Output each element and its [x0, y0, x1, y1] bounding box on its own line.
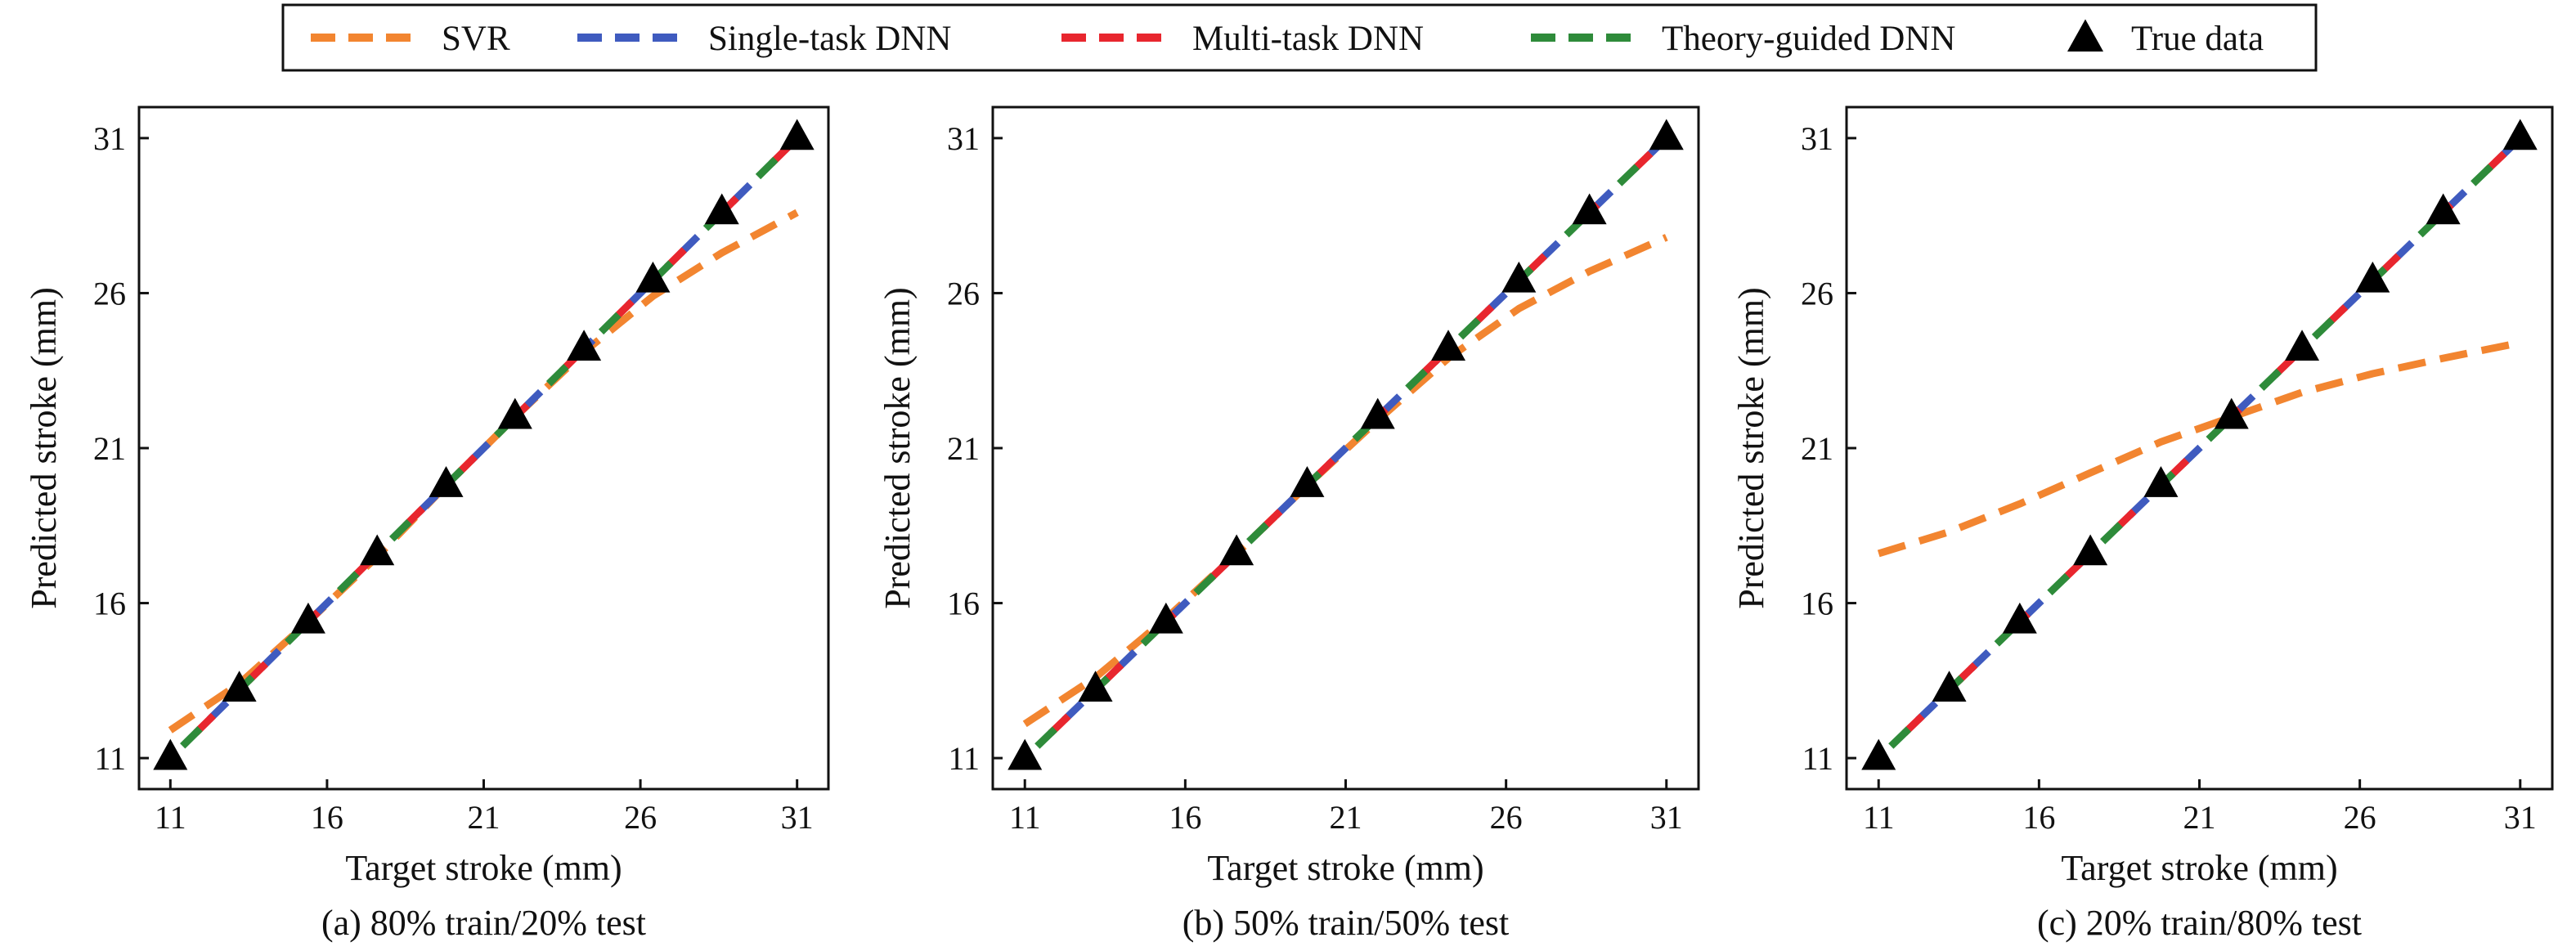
data-point-true-data — [779, 119, 815, 150]
x-tick-label: 16 — [1169, 799, 1201, 836]
y-tick-label: 31 — [1801, 120, 1833, 157]
data-point-true-data — [635, 261, 671, 293]
x-axis-label: Target stroke (mm) — [345, 848, 622, 888]
x-tick-label: 21 — [468, 799, 500, 836]
y-tick-label: 16 — [1801, 585, 1833, 622]
legend-label: Single-task DNN — [708, 20, 951, 58]
x-tick-label: 11 — [155, 799, 186, 836]
data-point-true-data — [1861, 738, 1896, 770]
data-point-true-data — [1501, 261, 1537, 293]
y-tick-label: 11 — [1802, 740, 1833, 777]
legend-item-true-data: True data — [2067, 19, 2264, 58]
series-line-single-task-dnn — [1876, 135, 2523, 761]
data-point-true-data — [2426, 193, 2461, 225]
legend-item-svr: SVR — [311, 20, 510, 58]
data-point-true-data — [290, 602, 325, 634]
y-tick-label: 16 — [947, 585, 980, 622]
x-axis-label: Target stroke (mm) — [2061, 848, 2337, 888]
panel-caption: (b) 50% train/50% test — [1183, 903, 1510, 943]
data-point-true-data — [1572, 193, 1607, 225]
y-axis-label: Predicted stroke (mm) — [24, 287, 64, 608]
data-point-true-data — [222, 671, 257, 702]
data-point-true-data — [2214, 397, 2249, 429]
data-point-true-data — [1431, 330, 1466, 361]
y-tick-label: 26 — [93, 275, 126, 312]
y-tick-label: 26 — [947, 275, 980, 312]
x-tick-label: 16 — [2022, 799, 2055, 836]
data-point-true-data — [1932, 671, 1967, 702]
data-point-true-data — [1078, 671, 1113, 702]
series-line-single-task-dnn — [1022, 135, 1669, 761]
y-tick-label: 31 — [93, 120, 126, 157]
data-point-true-data — [2143, 466, 2179, 497]
y-tick-label: 26 — [1801, 275, 1833, 312]
data-point-true-data — [429, 466, 464, 497]
y-axis-label: Predicted stroke (mm) — [877, 287, 918, 608]
legend: SVR Single-task DNN Multi-task DNN Theory-g… — [281, 3, 2318, 72]
data-point-true-data — [1360, 397, 1395, 429]
chart-panel-2: 11 16 21 26 31 11 16 21 26 31 Target stroke (mm) Pr… — [877, 105, 1700, 943]
legend-label: True data — [2131, 20, 2264, 58]
panel-caption: (c) 20% train/80% test — [2037, 903, 2362, 943]
data-point-true-data — [497, 397, 532, 429]
x-tick-label: 26 — [624, 799, 657, 836]
data-point-true-data — [2502, 119, 2538, 150]
legend-item-multi-task-dnn: Multi-task DNN — [1061, 20, 1424, 58]
x-tick-label: 26 — [1490, 799, 1523, 836]
legend-label: Multi-task DNN — [1192, 20, 1424, 58]
legend-label: SVR — [442, 20, 510, 58]
y-tick-label: 11 — [94, 740, 126, 777]
y-tick-label: 16 — [93, 585, 126, 622]
legend-label: Theory-guided DNN — [1662, 20, 1955, 58]
legend-item-theory-guided-dnn: Theory-guided DNN — [1531, 20, 1955, 58]
y-tick-label: 21 — [947, 430, 980, 467]
x-tick-label: 21 — [2183, 799, 2216, 836]
data-point-true-data — [1219, 534, 1254, 566]
x-tick-label: 26 — [2344, 799, 2376, 836]
data-point-true-data — [2073, 534, 2108, 566]
data-point-true-data — [704, 193, 739, 225]
data-point-true-data — [2002, 602, 2037, 634]
chart-panel-3: 11 16 21 26 31 11 16 21 26 31 Target stroke (mm) Pr… — [1731, 105, 2554, 943]
y-axis-label: Predicted stroke (mm) — [1731, 287, 1771, 608]
data-point-true-data — [1148, 602, 1183, 634]
series-line-svr — [1022, 234, 1668, 728]
data-point-true-data — [567, 330, 602, 361]
x-axis-label: Target stroke (mm) — [1207, 848, 1483, 888]
data-point-true-data — [153, 738, 188, 770]
x-tick-label: 11 — [1009, 799, 1041, 836]
series-line-svr — [168, 209, 799, 733]
y-tick-label: 21 — [93, 430, 126, 467]
y-tick-label: 31 — [947, 120, 980, 157]
data-point-true-data — [360, 534, 395, 566]
x-tick-label: 31 — [1650, 799, 1683, 836]
legend-marker-true-data — [2067, 19, 2103, 52]
data-point-true-data — [1008, 738, 1043, 770]
y-tick-label: 11 — [948, 740, 980, 777]
y-tick-label: 21 — [1801, 430, 1833, 467]
data-point-true-data — [2355, 261, 2390, 293]
data-point-true-data — [1649, 119, 1684, 150]
x-tick-label: 21 — [1330, 799, 1362, 836]
legend-item-single-task-dnn: Single-task DNN — [577, 20, 951, 58]
x-tick-label: 16 — [311, 799, 343, 836]
data-point-true-data — [1290, 466, 1325, 497]
series-line-svr — [1877, 339, 2521, 558]
series-line-single-task-dnn — [168, 135, 800, 761]
chart-panel-1: 11 16 21 26 31 11 16 21 26 31 Target stroke (mm) Pr… — [24, 105, 830, 943]
x-tick-label: 31 — [781, 799, 814, 836]
x-tick-label: 31 — [2504, 799, 2537, 836]
data-point-true-data — [2285, 330, 2320, 361]
panel-caption: (a) 80% train/20% test — [321, 903, 646, 943]
x-tick-label: 11 — [1863, 799, 1895, 836]
